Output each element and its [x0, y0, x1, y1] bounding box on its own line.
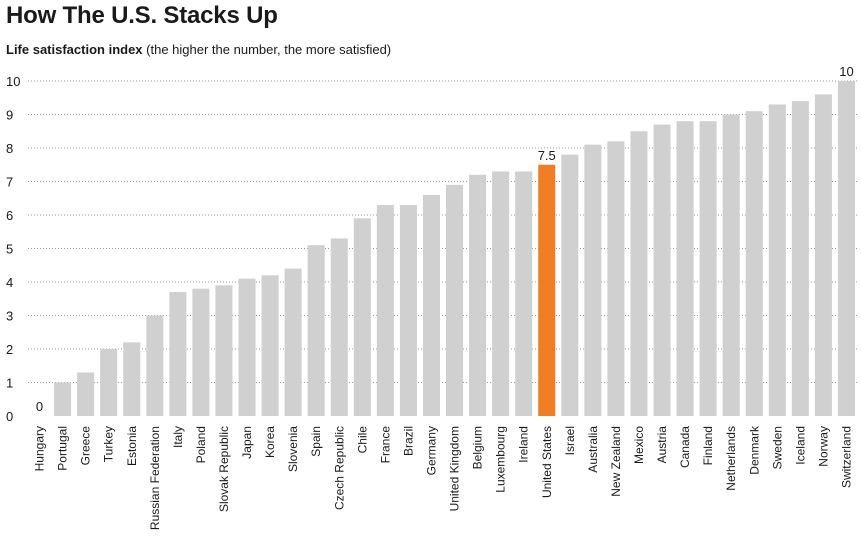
x-tick-label: Spain [309, 426, 323, 457]
bar [376, 204, 394, 416]
y-tick-label: 4 [6, 275, 13, 290]
y-tick-label: 2 [6, 342, 13, 357]
bar [653, 124, 671, 417]
bar [261, 275, 279, 416]
bar [192, 288, 210, 416]
bar [215, 285, 233, 416]
x-tick-label: France [378, 426, 392, 464]
x-tick-label: Slovenia [286, 426, 300, 472]
x-tick-label: Iceland [793, 426, 807, 465]
bar [561, 154, 579, 416]
x-tick-label: Russian Federation [148, 426, 162, 530]
x-tick-label: Portugal [56, 426, 70, 471]
x-tick-label: Poland [194, 426, 208, 463]
y-tick-label: 5 [6, 242, 13, 257]
bar [54, 382, 72, 416]
data-label: 7.5 [538, 148, 556, 163]
x-tick-label: Germany [424, 426, 438, 475]
x-tick-label: Greece [79, 426, 93, 466]
x-tick-label: Japan [240, 426, 254, 459]
x-tick-label: Ireland [517, 426, 531, 463]
bar [745, 111, 763, 417]
bar [699, 121, 717, 416]
bar [422, 194, 441, 416]
bar [768, 104, 786, 416]
x-tick-label: Italy [171, 426, 185, 448]
bar [77, 372, 95, 416]
x-tick-label: Luxembourg [494, 426, 508, 493]
x-tick-label: Australia [586, 426, 600, 473]
bar [469, 174, 487, 416]
bar [330, 238, 348, 416]
x-tick-label: Czech Republic [332, 426, 346, 510]
bar [538, 164, 556, 416]
bar [123, 342, 141, 416]
bar [722, 114, 740, 416]
bar [284, 268, 302, 416]
bar [791, 101, 809, 416]
data-label: 0 [36, 399, 43, 414]
x-tick-label: Austria [655, 426, 669, 464]
y-tick-label: 3 [6, 309, 13, 324]
bar [515, 171, 533, 416]
x-tick-label: Slovak Republic [217, 426, 231, 512]
x-tick-label: Canada [678, 426, 692, 468]
y-tick-label: 8 [6, 141, 13, 156]
x-tick-label: Mexico [632, 426, 646, 464]
chart-subtitle: Life satisfaction index (the higher the … [6, 42, 391, 57]
x-tick-label: New Zealand [609, 426, 623, 497]
y-tick-label: 1 [6, 376, 13, 391]
y-axis-label: Life satisfaction index [6, 42, 143, 57]
x-tick-label: Switzerland [839, 426, 853, 488]
bar [676, 121, 694, 416]
y-tick-label: 10 [6, 74, 20, 89]
x-tick-label: Estonia [125, 426, 139, 466]
data-label: 10 [839, 64, 853, 79]
bar [837, 81, 856, 416]
x-tick-label: Norway [816, 426, 830, 467]
bar [814, 94, 832, 417]
x-tick-label: Netherlands [724, 426, 738, 491]
x-tick-label: Finland [701, 426, 715, 465]
bar [584, 144, 602, 416]
bar [353, 218, 371, 416]
bar [100, 349, 118, 416]
y-tick-label: 9 [6, 108, 13, 123]
x-tick-label: Turkey [102, 426, 116, 462]
x-tick-label: Sweden [770, 426, 784, 469]
x-tick-label: Denmark [747, 425, 761, 475]
y-tick-label: 6 [6, 208, 13, 223]
x-tick-label: Hungary [33, 426, 47, 471]
x-tick-label: Korea [263, 426, 277, 458]
bar [146, 315, 164, 416]
x-tick-label: Chile [355, 426, 369, 454]
bar [445, 184, 464, 416]
bar [399, 204, 417, 416]
x-tick-label: Brazil [401, 426, 415, 456]
bar [238, 278, 256, 416]
y-tick-label: 0 [6, 409, 13, 424]
x-tick-label: United Kingdom [448, 426, 462, 511]
bar [630, 131, 648, 416]
y-tick-label: 7 [6, 175, 13, 190]
y-axis-note: (the higher the number, the more satisfi… [146, 42, 392, 57]
bar [607, 141, 625, 417]
x-tick-label: Belgium [471, 426, 485, 469]
x-tick-label: United States [540, 426, 554, 498]
bar [169, 292, 187, 416]
bar [492, 171, 510, 416]
x-tick-label: Israel [563, 426, 577, 455]
chart-title: How The U.S. Stacks Up [6, 2, 278, 29]
bar [307, 245, 325, 416]
